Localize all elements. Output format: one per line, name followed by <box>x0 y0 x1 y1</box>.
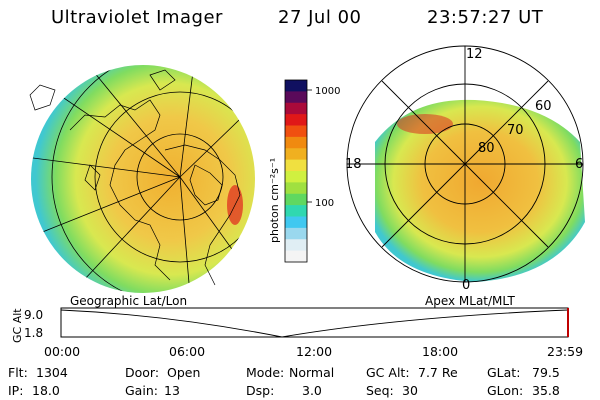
colorbar-segment <box>285 148 307 161</box>
colorbar-segment <box>285 91 307 104</box>
geo-coastlines <box>29 69 241 286</box>
flt-value: 1304 <box>36 365 68 380</box>
colorbar-segment <box>285 239 307 252</box>
ip-label: IP: <box>8 383 24 398</box>
altitude-curve <box>60 309 569 338</box>
mlt-label-12: 12 <box>466 47 483 62</box>
colorbar-segment <box>285 250 307 263</box>
time-tick-0000: 00:00 <box>44 344 81 359</box>
gain-value: 13 <box>164 383 180 398</box>
date-label: 27 Jul 00 <box>278 7 362 28</box>
apex-grid <box>346 45 584 283</box>
flt-label: Flt: <box>8 365 28 380</box>
glat-label: GLat: <box>487 365 521 380</box>
colorbar-segment <box>285 80 307 92</box>
colorbar-tick-1000: 1000 <box>315 86 340 97</box>
colorbar-segment <box>285 125 307 138</box>
glon-label: GLon: <box>487 383 524 398</box>
glat-value: 79.5 <box>532 365 560 380</box>
time-tick-2359: 23:59 <box>547 344 584 359</box>
colorbar-segment <box>285 159 307 172</box>
geo-aurora-disk <box>31 65 255 293</box>
time-tick-1800: 18:00 <box>422 344 459 359</box>
altitude-plot-frame <box>60 307 569 338</box>
gcalt-label: GC Alt: <box>366 365 410 380</box>
colorbar-segment <box>285 102 307 115</box>
altitude-plot: GC Alt 9.0 1.8 <box>11 307 569 343</box>
lat-label-60: 60 <box>535 99 552 114</box>
mode-value: Normal <box>289 365 335 380</box>
colorbar-segment <box>285 182 307 195</box>
geographic-image <box>29 65 255 293</box>
gain-label: Gain: <box>125 383 158 398</box>
colorbar-gradient <box>285 80 307 263</box>
colorbar-segment <box>285 227 307 240</box>
door-label: Door: <box>125 365 160 380</box>
glon-value: 35.8 <box>532 383 560 398</box>
colorbar-segment <box>285 193 307 206</box>
colorbar-segment <box>285 171 307 183</box>
mlt-label-0: 0 <box>462 278 470 293</box>
colorbar-segment <box>285 205 307 217</box>
apex-aurora-oval <box>375 99 585 282</box>
dsp-label: Dsp: <box>246 383 275 398</box>
seq-label: Seq: <box>366 383 394 398</box>
colorbar-segment <box>285 216 307 229</box>
mode-label: Mode: <box>246 365 285 380</box>
colorbar: 1000 100 photon cm⁻²s⁻¹ <box>270 79 340 263</box>
colorbar-unit: photon cm⁻²s⁻¹ <box>270 158 281 243</box>
apex-polar-image: 12 18 6 0 60 70 80 <box>345 45 585 293</box>
colorbar-tick-100: 100 <box>315 198 334 209</box>
geographic-label: Geographic Lat/Lon <box>70 294 188 308</box>
lat-label-80: 80 <box>478 141 495 156</box>
lat-label-70: 70 <box>507 123 524 138</box>
altitude-ytick-1-8: 1.8 <box>24 326 43 340</box>
mlt-label-18: 18 <box>345 157 362 172</box>
time-tick-0600: 06:00 <box>169 344 206 359</box>
seq-value: 30 <box>402 383 418 398</box>
apex-label: Apex MLat/MLT <box>425 294 515 308</box>
ip-value: 18.0 <box>32 383 60 398</box>
colorbar-segment <box>285 136 307 149</box>
time-label: 23:57:27 UT <box>427 7 544 28</box>
time-tick-1200: 12:00 <box>296 344 333 359</box>
gcalt-value: 7.7 Re <box>418 365 458 380</box>
mlt-label-6: 6 <box>575 157 583 172</box>
door-value: Open <box>167 365 201 380</box>
dsp-value: 3.0 <box>302 383 322 398</box>
colorbar-segment <box>285 114 307 126</box>
altitude-ylabel: GC Alt <box>11 308 24 343</box>
instrument-title: Ultraviolet Imager <box>51 7 223 28</box>
altitude-ytick-9: 9.0 <box>24 308 43 322</box>
